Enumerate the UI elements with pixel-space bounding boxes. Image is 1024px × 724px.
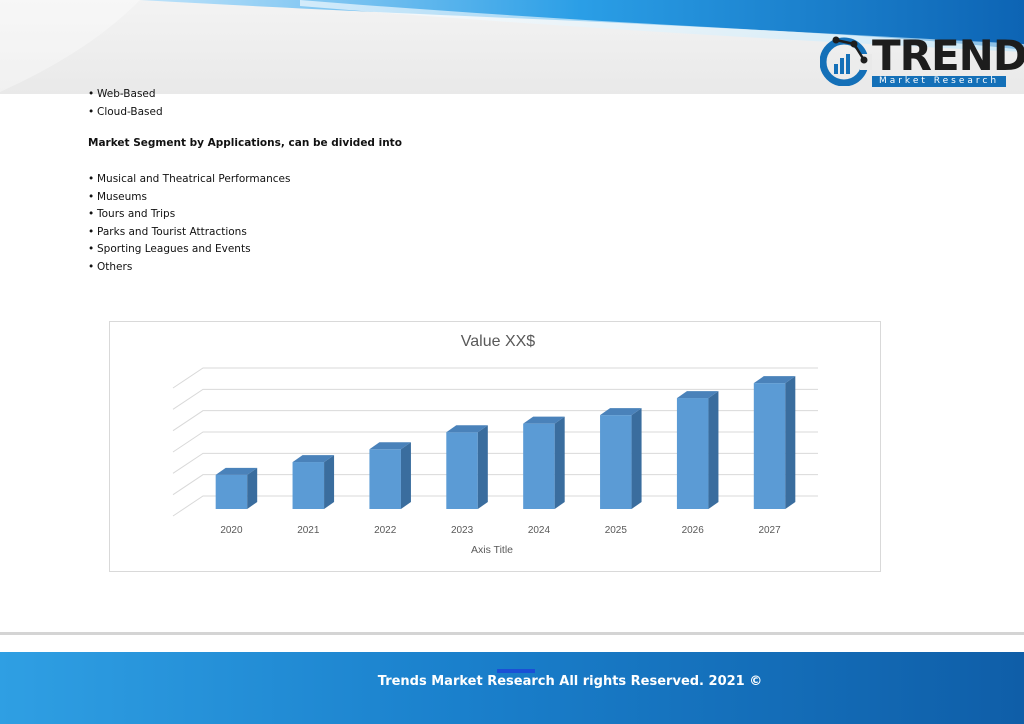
chart-x-tick-label: 2020 — [220, 525, 243, 536]
chart-bar — [292, 455, 335, 509]
chart-bar-front — [215, 474, 248, 509]
chart-bar-side — [631, 408, 642, 509]
chart-x-tick-label: 2021 — [297, 525, 320, 536]
chart-bar-top — [600, 408, 642, 416]
application-label: Others — [97, 260, 133, 273]
application-item: • Tours and Trips — [88, 206, 290, 224]
deployment-type-item: • Cloud-Based — [88, 104, 163, 122]
chart-bar-side — [785, 376, 796, 509]
chart-bar-front — [369, 449, 401, 509]
footer-divider — [0, 632, 1024, 635]
value-bar-chart: Value XX$ 2020 2021 2022 2023 2024 2025 2026 20… — [109, 321, 881, 572]
header-banner: TRENDS Market Research — [0, 0, 1024, 94]
chart-bar-side — [477, 425, 488, 509]
bullet-icon: • — [88, 88, 95, 100]
application-label: Parks and Tourist Attractions — [97, 225, 247, 238]
chart-x-tick-label: 2025 — [605, 525, 628, 536]
chart-bar-side — [554, 416, 565, 509]
chart-bar-top — [753, 376, 796, 384]
chart-bar-top — [523, 416, 565, 424]
chart-bar-front — [523, 423, 555, 509]
chart-bar — [523, 416, 565, 509]
chart-svg: Value XX$ 2020 2021 2022 2023 2024 2025 2026 20… — [172, 333, 818, 556]
chart-x-tick-label: 2026 — [682, 525, 705, 536]
application-label: Tours and Trips — [97, 208, 176, 221]
footer-accent — [497, 669, 535, 673]
chart-bar-top — [446, 425, 488, 433]
applications-list: • Musical and Theatrical Performances • Mus… — [88, 171, 290, 277]
bullet-icon: • — [88, 225, 95, 238]
chart-bar — [753, 376, 796, 509]
chart-bar-front — [753, 383, 786, 509]
chart-x-tick-label: 2024 — [528, 525, 551, 536]
chart-gridline — [172, 474, 818, 496]
chart-bar-top — [369, 442, 411, 450]
logo-wordmark: TRENDS — [872, 31, 1024, 80]
chart-gridline — [172, 495, 818, 517]
footer-copyright: Trends Market Research All rights Reserv… — [377, 674, 763, 689]
chart-gridline — [172, 388, 818, 410]
application-item: • Others — [88, 259, 290, 277]
chart-bar-front — [292, 462, 325, 509]
chart-bar — [215, 467, 258, 509]
deployment-type-label: Web-Based — [97, 88, 156, 100]
chart-x-axis-title: Axis Title — [471, 544, 513, 556]
chart-bar-front — [676, 398, 709, 509]
chart-bar-top — [292, 455, 335, 463]
chart-bar-top — [676, 391, 719, 399]
bullet-icon: • — [88, 190, 95, 203]
chart-gridline — [172, 367, 818, 389]
deployment-type-item: • Web-Based — [88, 86, 163, 104]
chart-gridlines — [172, 367, 818, 517]
application-item: • Museums — [88, 189, 290, 207]
chart-x-tick-label: 2027 — [758, 525, 781, 536]
chart-title: Value XX$ — [461, 333, 536, 350]
deployment-type-list: • Web-Based • Cloud-Based — [88, 86, 163, 121]
chart-bar — [446, 425, 488, 509]
chart-bar-side — [324, 455, 335, 509]
chart-x-ticks: 2020 2021 2022 2023 2024 2025 2026 2027 — [220, 525, 781, 536]
bullet-icon: • — [88, 173, 95, 185]
application-item: • Musical and Theatrical Performances — [88, 171, 290, 189]
deployment-type-label: Cloud-Based — [97, 105, 163, 118]
logo-chart-icon — [820, 36, 872, 86]
application-label: Museums — [97, 190, 147, 203]
logo-tagline: Market Research — [872, 76, 1006, 87]
applications-heading: Market Segment by Applications, can be d… — [88, 137, 402, 149]
chart-bar — [600, 408, 642, 509]
chart-bar-front — [600, 415, 632, 509]
chart-bar-side — [247, 467, 258, 509]
company-logo: TRENDS Market Research — [820, 34, 1024, 90]
application-item: • Sporting Leagues and Events — [88, 241, 290, 259]
bullet-icon: • — [88, 260, 95, 273]
chart-bar-side — [708, 391, 719, 509]
chart-gridline — [172, 452, 818, 474]
chart-gridline — [172, 431, 818, 453]
chart-bar-side — [400, 442, 411, 509]
footer-bar: Trends Market Research All rights Reserv… — [0, 652, 1024, 724]
chart-x-tick-label: 2022 — [374, 525, 397, 536]
application-label: Musical and Theatrical Performances — [97, 173, 291, 185]
chart-x-tick-label: 2023 — [451, 525, 474, 536]
application-label: Sporting Leagues and Events — [97, 243, 251, 256]
bullet-icon: • — [88, 105, 95, 118]
bullet-icon: • — [88, 243, 95, 256]
chart-bar-front — [446, 432, 478, 509]
application-item: • Parks and Tourist Attractions — [88, 224, 290, 242]
bullet-icon: • — [88, 208, 95, 221]
chart-gridline — [172, 410, 818, 432]
chart-bar — [369, 442, 411, 509]
chart-bar — [676, 391, 719, 509]
chart-bar-top — [215, 467, 258, 475]
chart-bars — [215, 376, 796, 509]
